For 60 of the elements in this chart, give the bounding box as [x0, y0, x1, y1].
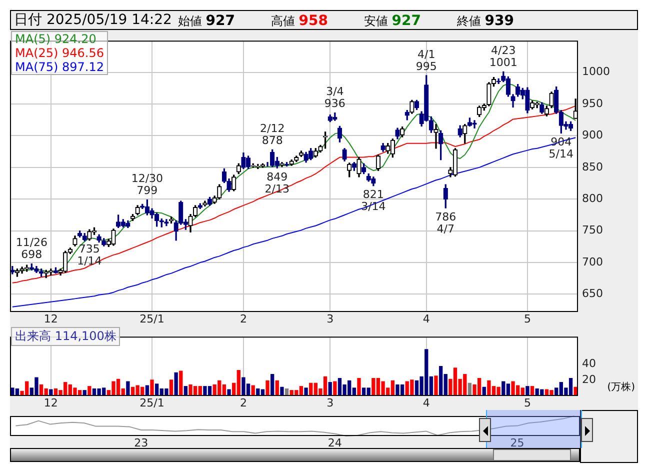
y-tick-label: 650: [582, 287, 603, 300]
x-tick-label: 3: [326, 312, 334, 326]
x-tick-label: 2: [240, 312, 247, 326]
y-tick-label: 800: [582, 192, 603, 205]
x-tick-label: 3: [326, 396, 334, 410]
bar: [150, 380, 154, 396]
x-tick-label: 25/1: [140, 396, 164, 410]
text: 高値 958: [270, 13, 328, 29]
y-tick-label: 20: [582, 372, 596, 386]
y-tick-label: 950: [582, 96, 603, 110]
annotation: 2/12 878: [260, 122, 285, 148]
text: 始値 927: [178, 13, 235, 29]
bar: [333, 381, 337, 396]
x-tick-label: 2: [240, 396, 247, 410]
x-tick-label: 4: [422, 396, 430, 410]
annotation: 12/30 799: [131, 172, 164, 198]
y-tick-label: 750: [582, 224, 603, 237]
bar: [174, 372, 178, 396]
bar: [88, 386, 92, 396]
x-tick-label: 23: [134, 436, 148, 450]
chart-title: 日付 2025/05/19 14:22: [14, 11, 172, 29]
bar: [126, 381, 130, 396]
bar: [227, 389, 231, 396]
x-tick-label: 12: [44, 312, 58, 326]
x-tick-label: 12: [44, 396, 58, 410]
annotation: 4/1 995: [416, 48, 437, 73]
bar: [280, 386, 284, 396]
bar: [179, 370, 183, 396]
x-tick-label: 4: [422, 312, 430, 326]
chart-title: 出来高 114,100株: [11, 327, 120, 346]
x-tick-label: 24: [328, 436, 342, 450]
x-tick-label: 5: [524, 312, 531, 326]
x-tick-label: 5: [524, 396, 531, 410]
text: 終値 939: [456, 13, 514, 29]
bar: [304, 388, 308, 396]
annotation: 821 3/14: [361, 188, 386, 214]
annotation: 11/26 698: [16, 236, 48, 262]
bar: [526, 386, 530, 396]
bar: [270, 374, 274, 396]
y-tick-label: 1000: [582, 65, 610, 78]
bar: [266, 380, 270, 396]
candlestick: [496, 78, 501, 84]
text: MA(5) 924.20: [15, 32, 96, 46]
x-tick-label: 25: [510, 436, 524, 450]
y-tick-label: 40: [582, 356, 596, 370]
y-tick-label: 700: [582, 255, 603, 268]
candlestick: [434, 124, 438, 149]
y-tick-label: 900: [582, 128, 603, 142]
text: MA(75) 897.12: [15, 60, 104, 74]
bar: [357, 378, 361, 396]
y-axis-title: (万株): [607, 380, 635, 394]
x-tick-label: 25/1: [140, 312, 164, 326]
annotation: 3/4 936: [324, 85, 346, 110]
annotation: 4/23 1001: [489, 44, 518, 70]
annotation: 786 4/7: [435, 210, 456, 236]
bar: [434, 376, 438, 396]
text: MA(25) 946.56: [15, 46, 104, 60]
y-tick-label: 850: [582, 160, 603, 174]
text: 安値 927: [364, 13, 421, 29]
bar: [169, 380, 174, 396]
